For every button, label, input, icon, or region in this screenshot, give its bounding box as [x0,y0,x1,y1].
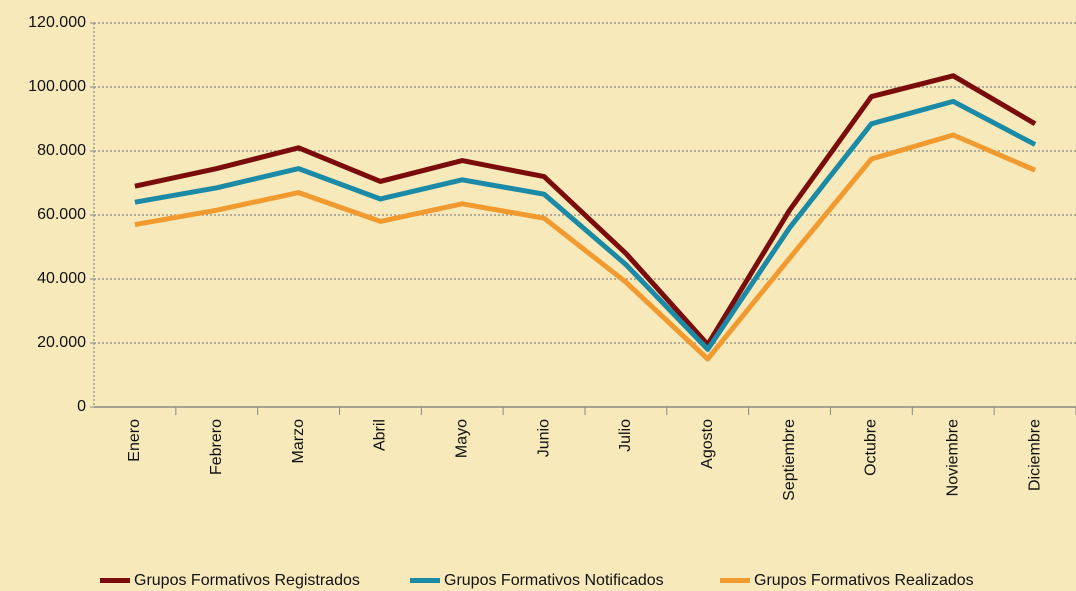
x-tick-label: Julio [617,419,634,452]
x-tick-label: Marzo [290,419,307,464]
legend-swatch [720,578,750,583]
y-tick-label: 60.000 [37,206,86,223]
x-tick-label: Abril [372,419,389,451]
legend-label: Grupos Formativos Notificados [444,572,664,589]
x-tick-label: Febrero [208,419,225,475]
y-tick-label: 20.000 [37,334,86,351]
y-tick-label: 0 [77,398,86,415]
x-tick-label: Agosto [699,419,716,469]
series-line [134,132,1037,362]
y-tick-label: 120.000 [28,14,86,31]
x-tick-label: Noviembre [944,419,961,496]
x-tick-label: Octubre [863,419,880,476]
series-line [134,98,1037,352]
y-tick-label: 100.000 [28,78,86,95]
legend-swatch [100,578,130,583]
x-tick-label: Mayo [453,419,470,458]
y-tick-label: 40.000 [37,270,86,287]
y-tick-label: 80.000 [37,142,86,159]
x-tick-label: Enero [126,419,143,462]
legend-label: Grupos Formativos Realizados [754,572,974,589]
legend-label: Grupos Formativos Registrados [134,572,360,589]
x-tick-label: Junio [535,419,552,457]
series-line [134,73,1037,348]
x-tick-label: Septiembre [781,419,798,501]
x-tick-label: Diciembre [1026,419,1043,491]
legend-swatch [410,578,440,583]
